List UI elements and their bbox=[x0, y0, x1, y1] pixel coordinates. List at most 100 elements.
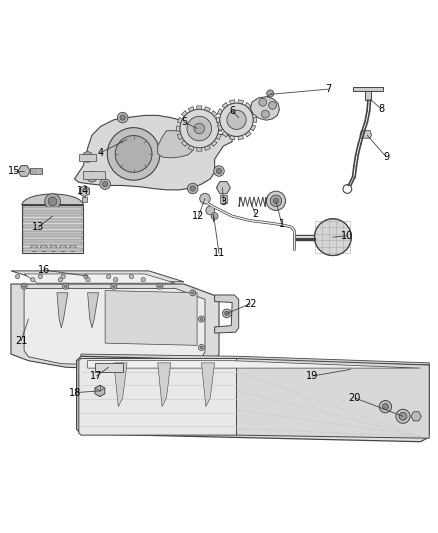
Polygon shape bbox=[23, 225, 82, 228]
Circle shape bbox=[259, 98, 267, 106]
Circle shape bbox=[227, 110, 246, 130]
Circle shape bbox=[194, 123, 205, 134]
Polygon shape bbox=[23, 231, 82, 234]
Text: 3: 3 bbox=[220, 197, 226, 207]
Circle shape bbox=[63, 283, 69, 289]
Circle shape bbox=[211, 213, 218, 220]
Polygon shape bbox=[158, 363, 171, 407]
Circle shape bbox=[270, 195, 282, 206]
Polygon shape bbox=[211, 111, 217, 117]
Circle shape bbox=[268, 101, 276, 109]
Circle shape bbox=[187, 183, 198, 194]
Polygon shape bbox=[177, 117, 183, 123]
Circle shape bbox=[261, 110, 269, 118]
Polygon shape bbox=[181, 141, 187, 147]
Circle shape bbox=[399, 413, 407, 420]
Text: 11: 11 bbox=[213, 248, 225, 259]
Polygon shape bbox=[237, 359, 429, 438]
Polygon shape bbox=[95, 385, 105, 397]
Circle shape bbox=[198, 344, 205, 351]
Polygon shape bbox=[211, 141, 217, 147]
Text: 8: 8 bbox=[378, 104, 384, 114]
Circle shape bbox=[85, 155, 90, 159]
Circle shape bbox=[267, 90, 274, 97]
Circle shape bbox=[38, 274, 42, 279]
Polygon shape bbox=[114, 363, 127, 407]
Polygon shape bbox=[205, 146, 210, 150]
Circle shape bbox=[200, 346, 203, 349]
Circle shape bbox=[191, 292, 194, 294]
Polygon shape bbox=[80, 185, 89, 197]
Polygon shape bbox=[251, 109, 256, 115]
Circle shape bbox=[86, 363, 89, 366]
Polygon shape bbox=[22, 194, 83, 205]
Text: 15: 15 bbox=[8, 166, 21, 176]
Polygon shape bbox=[11, 271, 184, 282]
Circle shape bbox=[163, 361, 170, 367]
Circle shape bbox=[82, 152, 93, 162]
Polygon shape bbox=[238, 135, 244, 140]
Polygon shape bbox=[24, 288, 205, 365]
Polygon shape bbox=[23, 237, 82, 239]
Circle shape bbox=[396, 409, 410, 423]
Circle shape bbox=[31, 278, 35, 282]
Circle shape bbox=[40, 245, 47, 252]
Text: 4: 4 bbox=[98, 148, 104, 158]
Polygon shape bbox=[253, 117, 257, 123]
Circle shape bbox=[15, 274, 20, 279]
Polygon shape bbox=[217, 109, 223, 115]
Polygon shape bbox=[220, 195, 227, 204]
Circle shape bbox=[180, 109, 219, 148]
Circle shape bbox=[220, 103, 253, 136]
Polygon shape bbox=[77, 356, 429, 442]
Polygon shape bbox=[79, 155, 96, 160]
Circle shape bbox=[200, 318, 203, 320]
Text: 14: 14 bbox=[77, 186, 89, 196]
Polygon shape bbox=[216, 182, 230, 193]
Polygon shape bbox=[222, 102, 228, 108]
Text: 6: 6 bbox=[229, 106, 235, 116]
Polygon shape bbox=[149, 293, 160, 328]
Circle shape bbox=[50, 245, 57, 252]
Polygon shape bbox=[11, 284, 219, 369]
Polygon shape bbox=[201, 363, 215, 407]
Circle shape bbox=[102, 182, 108, 187]
Circle shape bbox=[216, 168, 222, 174]
Polygon shape bbox=[30, 168, 42, 174]
Text: 19: 19 bbox=[306, 371, 318, 381]
Polygon shape bbox=[177, 126, 180, 131]
Polygon shape bbox=[251, 125, 256, 131]
Polygon shape bbox=[197, 106, 202, 109]
Polygon shape bbox=[81, 354, 429, 367]
Polygon shape bbox=[105, 290, 197, 345]
Circle shape bbox=[117, 112, 128, 123]
Circle shape bbox=[64, 285, 67, 287]
Circle shape bbox=[214, 166, 224, 176]
Circle shape bbox=[159, 285, 161, 287]
Text: 18: 18 bbox=[69, 387, 81, 398]
Polygon shape bbox=[88, 361, 420, 368]
Circle shape bbox=[58, 278, 63, 282]
Polygon shape bbox=[158, 131, 193, 158]
Text: 9: 9 bbox=[383, 152, 389, 162]
Text: 16: 16 bbox=[38, 265, 50, 275]
Polygon shape bbox=[118, 293, 129, 328]
Text: 2: 2 bbox=[252, 209, 258, 219]
Circle shape bbox=[89, 174, 95, 179]
Polygon shape bbox=[251, 96, 279, 120]
Text: 10: 10 bbox=[341, 231, 353, 241]
Text: 12: 12 bbox=[192, 211, 205, 221]
Polygon shape bbox=[23, 243, 82, 245]
Polygon shape bbox=[82, 197, 87, 202]
Circle shape bbox=[157, 283, 163, 289]
Circle shape bbox=[48, 197, 57, 206]
Circle shape bbox=[87, 172, 97, 182]
Polygon shape bbox=[205, 107, 210, 112]
Polygon shape bbox=[238, 100, 244, 104]
Polygon shape bbox=[245, 131, 251, 137]
Circle shape bbox=[45, 193, 60, 209]
Circle shape bbox=[69, 245, 76, 252]
Circle shape bbox=[113, 278, 118, 282]
Polygon shape bbox=[245, 102, 251, 108]
Circle shape bbox=[60, 245, 67, 252]
